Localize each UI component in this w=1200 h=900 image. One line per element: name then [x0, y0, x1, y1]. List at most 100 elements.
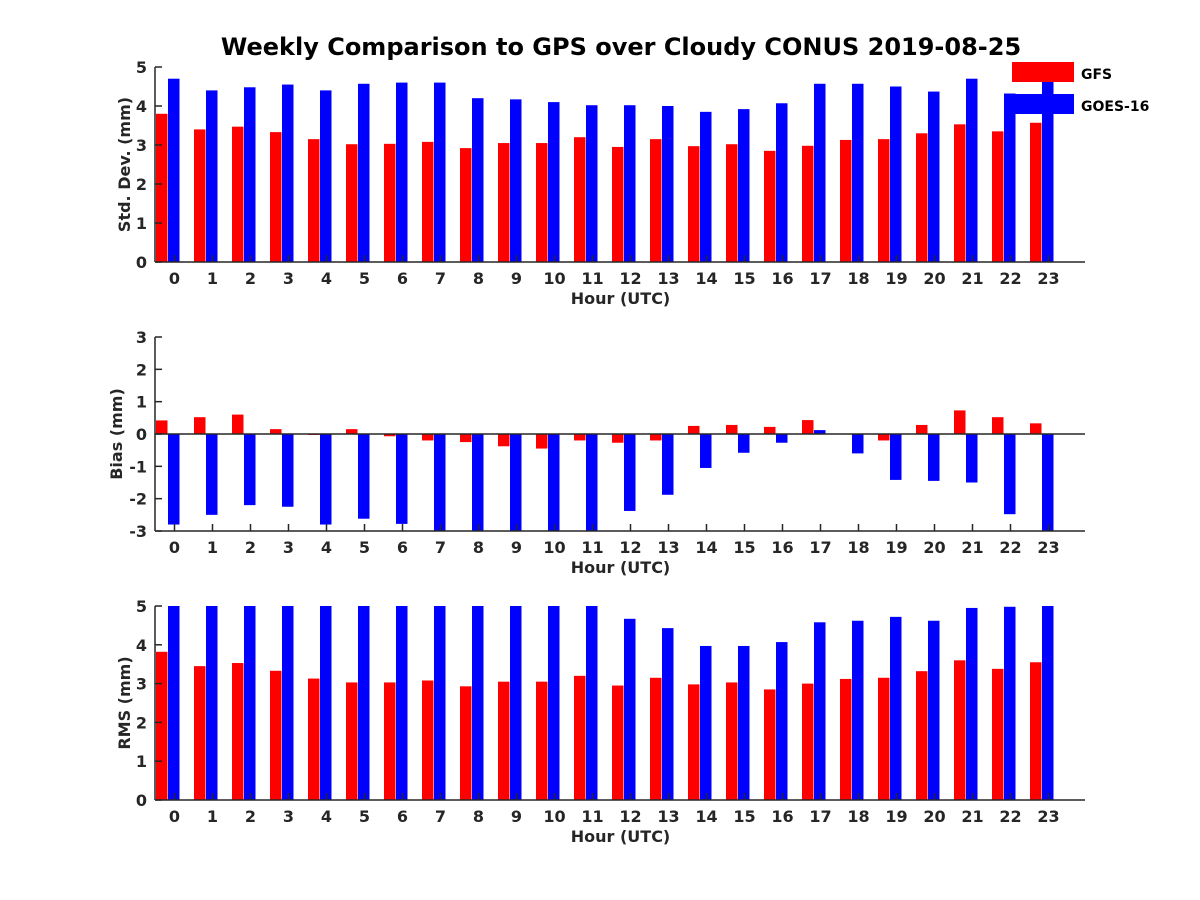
- bar-gfs-22: [992, 668, 1004, 800]
- y-axis-label: Std. Dev. (mm): [115, 97, 134, 232]
- bar-goes16-8: [472, 434, 484, 531]
- chart-title: Weekly Comparison to GPS over Cloudy CON…: [221, 33, 1021, 61]
- bar-goes16-15: [738, 645, 750, 800]
- bar-gfs-8: [460, 434, 472, 443]
- bar-gfs-9: [498, 434, 510, 447]
- x-tick-label: 11: [581, 538, 603, 557]
- bar-gfs-19: [878, 677, 890, 800]
- bar-goes16-7: [434, 606, 446, 800]
- bar-gfs-5: [346, 429, 358, 434]
- bar-gfs-7: [422, 434, 434, 441]
- bar-goes16-22: [1004, 93, 1016, 263]
- bar-goes16-20: [928, 91, 940, 262]
- bar-gfs-13: [650, 677, 662, 800]
- bar-gfs-8: [460, 686, 472, 800]
- bar-gfs-23: [1030, 662, 1042, 800]
- x-tick-label: 13: [657, 807, 679, 826]
- x-tick-label: 12: [619, 538, 641, 557]
- x-tick-label: 5: [359, 538, 370, 557]
- bar-gfs-22: [992, 417, 1004, 434]
- bar-gfs-17: [802, 683, 814, 800]
- x-tick-label: 23: [1037, 807, 1059, 826]
- x-tick-label: 9: [511, 807, 522, 826]
- x-tick-label: 16: [771, 538, 793, 557]
- bar-gfs-14: [688, 684, 700, 800]
- x-tick-label: 18: [847, 807, 869, 826]
- x-tick-label: 22: [999, 538, 1021, 557]
- bar-gfs-19: [878, 434, 890, 441]
- bar-gfs-15: [726, 682, 738, 800]
- y-tick-label: 5: [136, 58, 147, 77]
- bar-goes16-13: [662, 628, 674, 800]
- x-tick-label: 0: [169, 807, 180, 826]
- bar-goes16-2: [244, 87, 256, 262]
- bar-gfs-15: [726, 424, 738, 434]
- bar-gfs-2: [232, 414, 244, 434]
- bar-goes16-4: [320, 90, 332, 263]
- bar-goes16-9: [510, 434, 522, 531]
- bar-gfs-12: [612, 434, 624, 443]
- bar-gfs-3: [270, 429, 282, 434]
- bar-gfs-10: [536, 143, 548, 262]
- bar-gfs-20: [916, 133, 928, 262]
- bar-goes16-18: [852, 83, 864, 263]
- bar-goes16-7: [434, 82, 446, 262]
- x-tick-label: 0: [169, 269, 180, 288]
- x-tick-label: 15: [733, 269, 755, 288]
- bar-goes16-11: [586, 434, 598, 531]
- x-tick-label: 23: [1037, 269, 1059, 288]
- x-tick-label: 1: [207, 269, 218, 288]
- x-tick-label: 22: [999, 269, 1021, 288]
- bar-goes16-16: [776, 434, 788, 443]
- bar-gfs-6: [384, 434, 396, 437]
- x-tick-label: 6: [397, 269, 408, 288]
- y-tick-label: 1: [136, 752, 147, 771]
- bar-goes16-4: [320, 434, 332, 525]
- x-tick-label: 8: [473, 269, 484, 288]
- bar-goes16-22: [1004, 434, 1016, 515]
- x-tick-label: 4: [321, 269, 332, 288]
- x-tick-label: 1: [207, 807, 218, 826]
- bar-gfs-4: [308, 678, 320, 800]
- bar-goes16-21: [966, 434, 978, 483]
- bar-gfs-18: [840, 139, 852, 262]
- bar-gfs-11: [574, 434, 586, 441]
- bar-goes16-5: [358, 606, 370, 800]
- bar-goes16-1: [206, 90, 218, 263]
- bar-gfs-18: [840, 678, 852, 800]
- bar-gfs-3: [270, 132, 282, 262]
- y-tick-label: 0: [136, 253, 147, 272]
- bar-gfs-1: [194, 417, 206, 434]
- x-tick-label: 0: [169, 538, 180, 557]
- bar-goes16-12: [624, 434, 636, 511]
- bar-goes16-17: [814, 622, 826, 800]
- y-tick-label: 1: [136, 393, 147, 412]
- bar-gfs-19: [878, 139, 890, 262]
- x-tick-label: 19: [885, 807, 907, 826]
- y-tick-label: 0: [136, 791, 147, 810]
- bar-gfs-7: [422, 680, 434, 800]
- x-tick-label: 18: [847, 538, 869, 557]
- bar-goes16-1: [206, 434, 218, 515]
- bar-goes16-5: [358, 83, 370, 263]
- legend-label-gfs: GFS: [1081, 67, 1112, 83]
- x-tick-label: 10: [543, 807, 565, 826]
- bar-gfs-1: [194, 666, 206, 800]
- bar-gfs-21: [954, 410, 966, 434]
- bar-goes16-14: [700, 645, 712, 800]
- x-tick-label: 13: [657, 538, 679, 557]
- bar-goes16-9: [510, 606, 522, 800]
- bar-gfs-14: [688, 425, 700, 434]
- x-tick-label: 4: [321, 538, 332, 557]
- y-tick-label: 2: [136, 360, 147, 379]
- x-tick-label: 21: [961, 538, 983, 557]
- x-tick-label: 15: [733, 807, 755, 826]
- y-tick-label: 3: [136, 328, 147, 347]
- bar-goes16-9: [510, 99, 522, 263]
- bar-goes16-3: [282, 434, 294, 507]
- bar-goes16-14: [700, 111, 712, 262]
- bar-gfs-20: [916, 671, 928, 800]
- x-tick-label: 20: [923, 538, 945, 557]
- bar-gfs-23: [1030, 122, 1042, 263]
